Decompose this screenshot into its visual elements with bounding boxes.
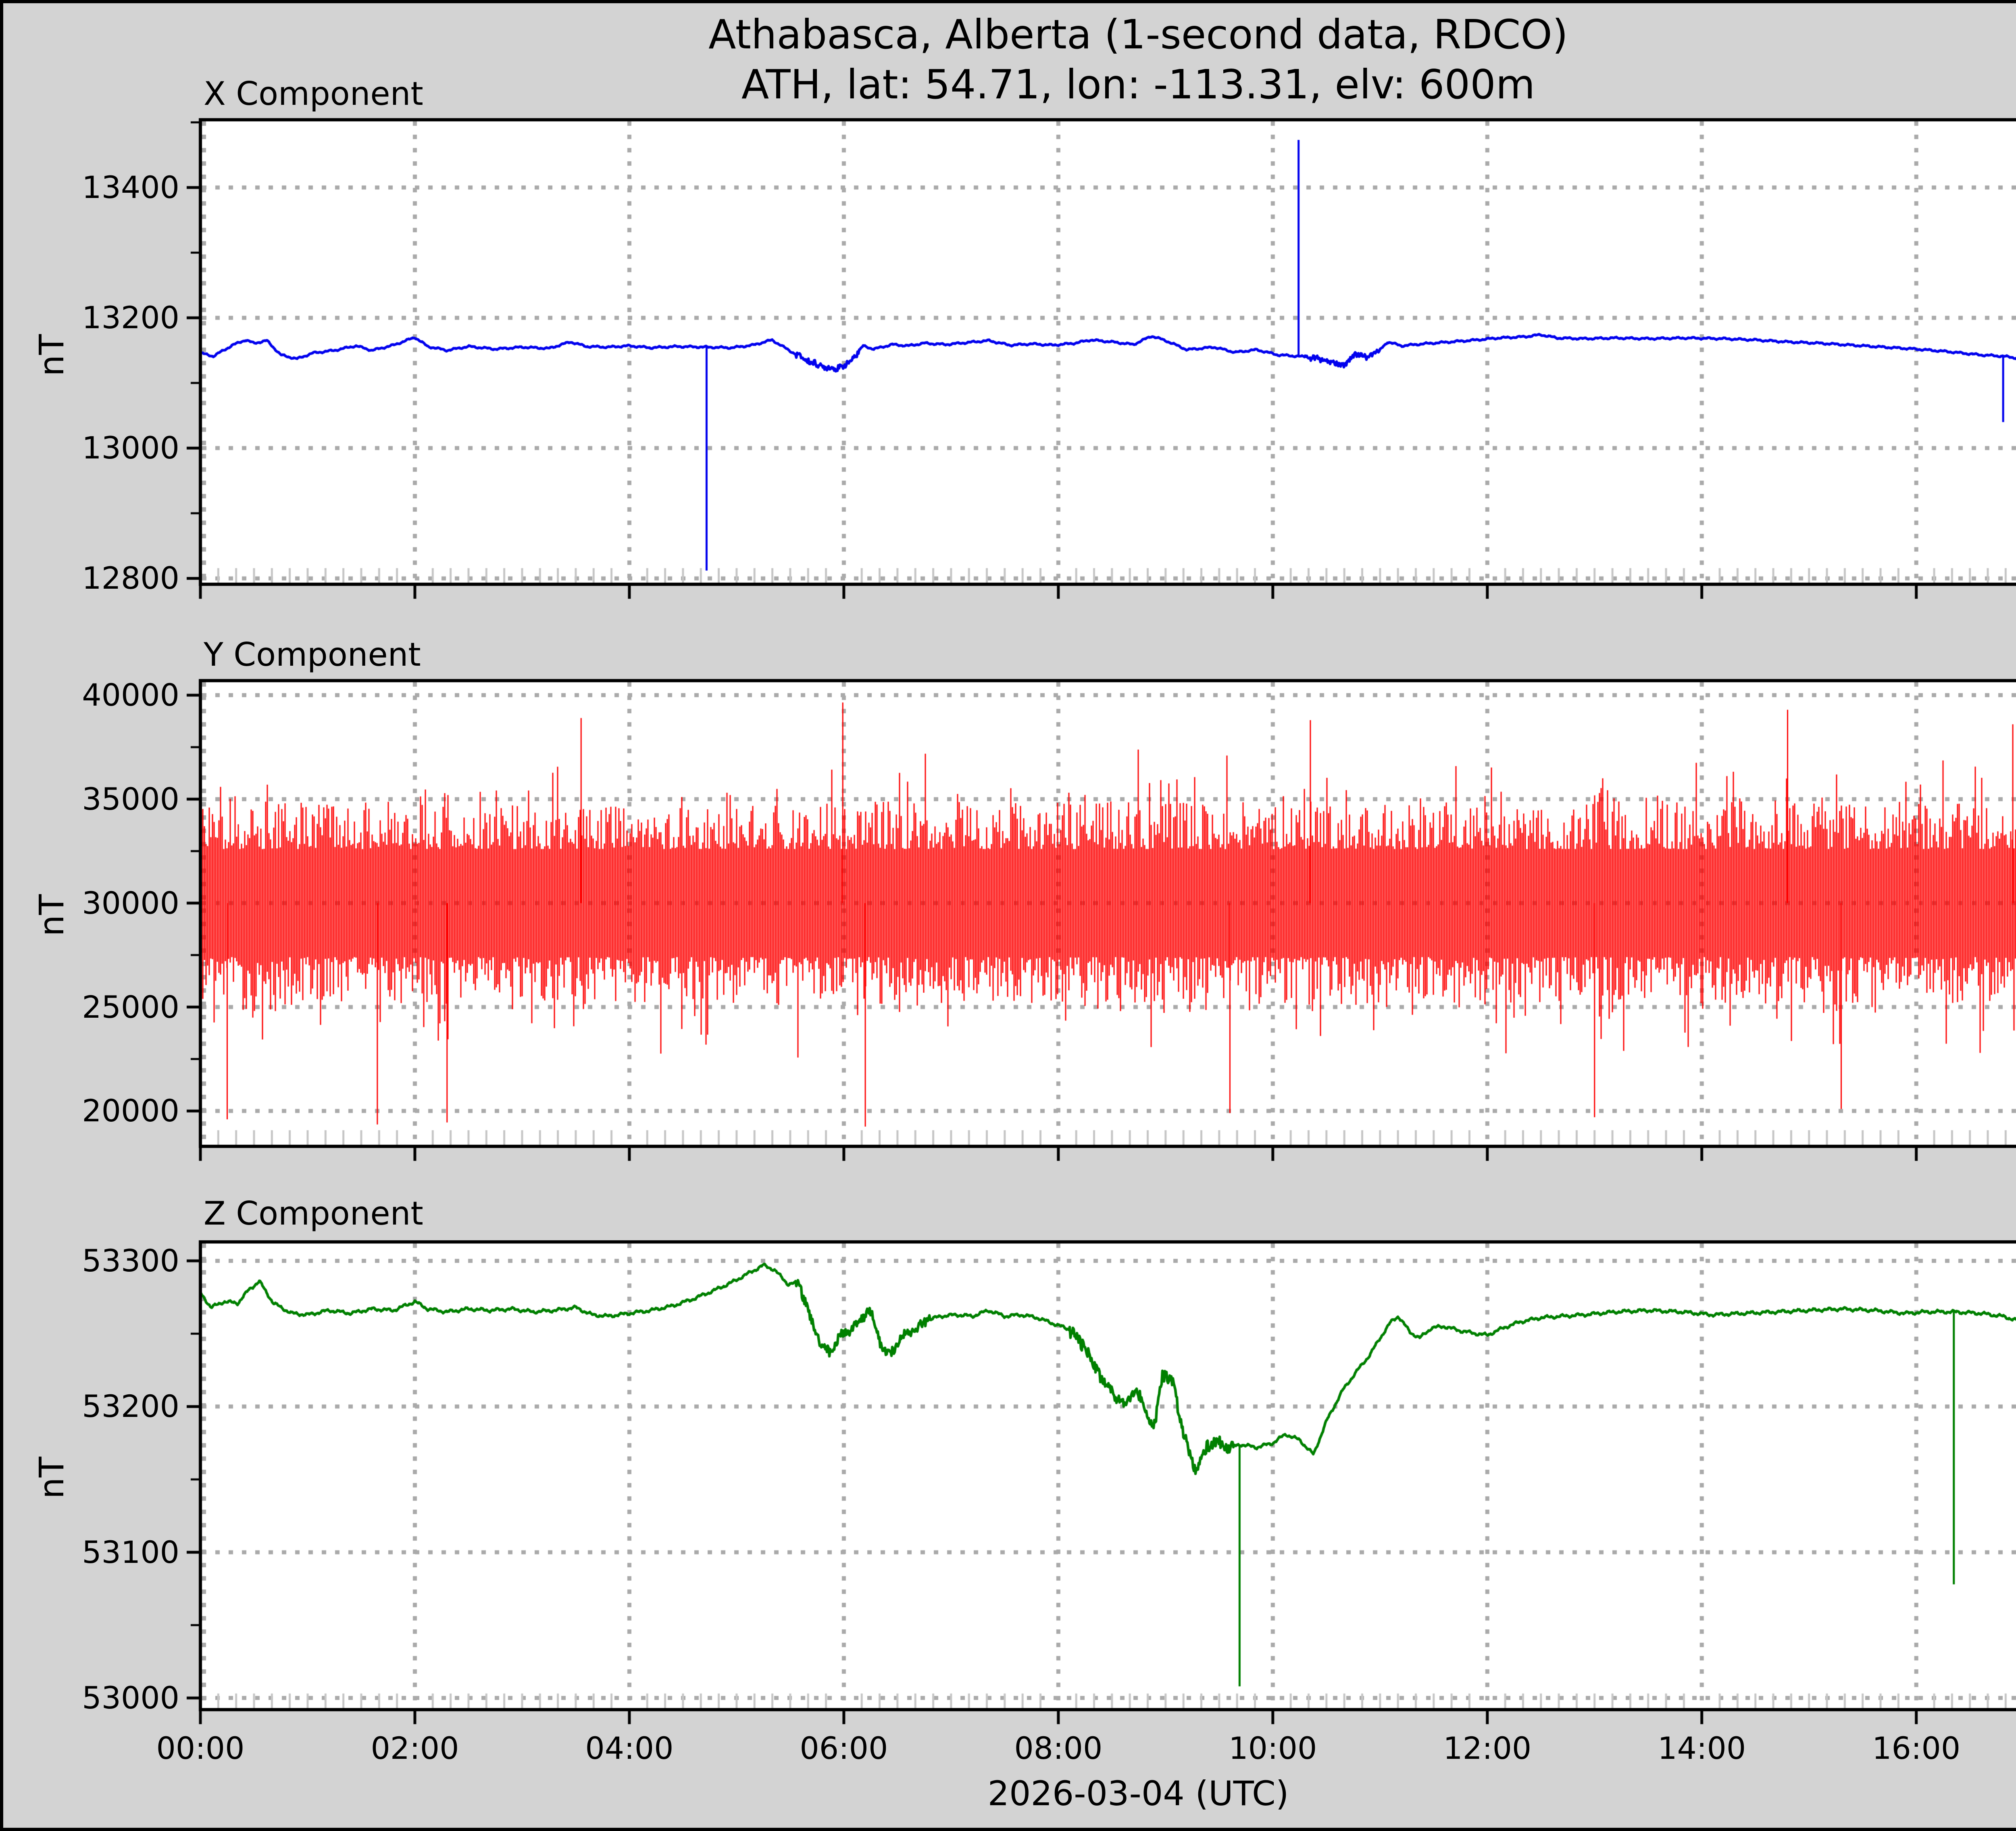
y-tick-label: 20000 <box>82 1093 179 1129</box>
y-tick-label: 13000 <box>82 430 179 466</box>
x-axis-label: 2026-03-04 (UTC) <box>987 1774 1289 1813</box>
x-tick-label: 04:00 <box>585 1730 674 1766</box>
figure-title: Athabasca, Alberta (1-second data, RDCO) <box>708 11 1568 58</box>
y-tick-label: 12800 <box>82 560 179 596</box>
x-tick-label: 08:00 <box>1014 1730 1103 1766</box>
y-tick-label: 35000 <box>82 781 179 817</box>
x-tick-label: 10:00 <box>1229 1730 1317 1766</box>
y-tick-label: 53300 <box>82 1242 179 1279</box>
x-tick-label: 06:00 <box>800 1730 888 1766</box>
y-tick-label: 53100 <box>82 1534 179 1570</box>
y-tick-label: 25000 <box>82 989 179 1025</box>
x-tick-label: 00:00 <box>156 1730 245 1766</box>
y-tick-label: 53200 <box>82 1388 179 1425</box>
y-axis-label-z-panel: nT <box>32 1456 71 1499</box>
y-tick-label: 30000 <box>82 885 179 921</box>
figure-subtitle: ATH, lat: 54.71, lon: -113.31, elv: 600m <box>741 61 1535 108</box>
y-axis-label-x-panel: nT <box>32 334 71 377</box>
x-tick-label: 12:00 <box>1443 1730 1532 1766</box>
y-tick-label: 53000 <box>82 1680 179 1716</box>
y-tick-label: 40000 <box>82 677 179 713</box>
panel-title-x-component: X Component <box>204 75 423 112</box>
x-tick-label: 16:00 <box>1872 1730 1961 1766</box>
panel-title-z-component: Z Component <box>204 1195 423 1232</box>
y-tick-label: 13200 <box>82 300 179 336</box>
x-tick-label: 02:00 <box>371 1730 459 1766</box>
y-tick-label: 13400 <box>82 169 179 206</box>
x-tick-label: 14:00 <box>1658 1730 1746 1766</box>
plot-canvas <box>3 3 2016 1828</box>
panel-title-y-component: Y Component <box>204 636 421 673</box>
y-axis-label-y-panel: nT <box>32 894 71 937</box>
